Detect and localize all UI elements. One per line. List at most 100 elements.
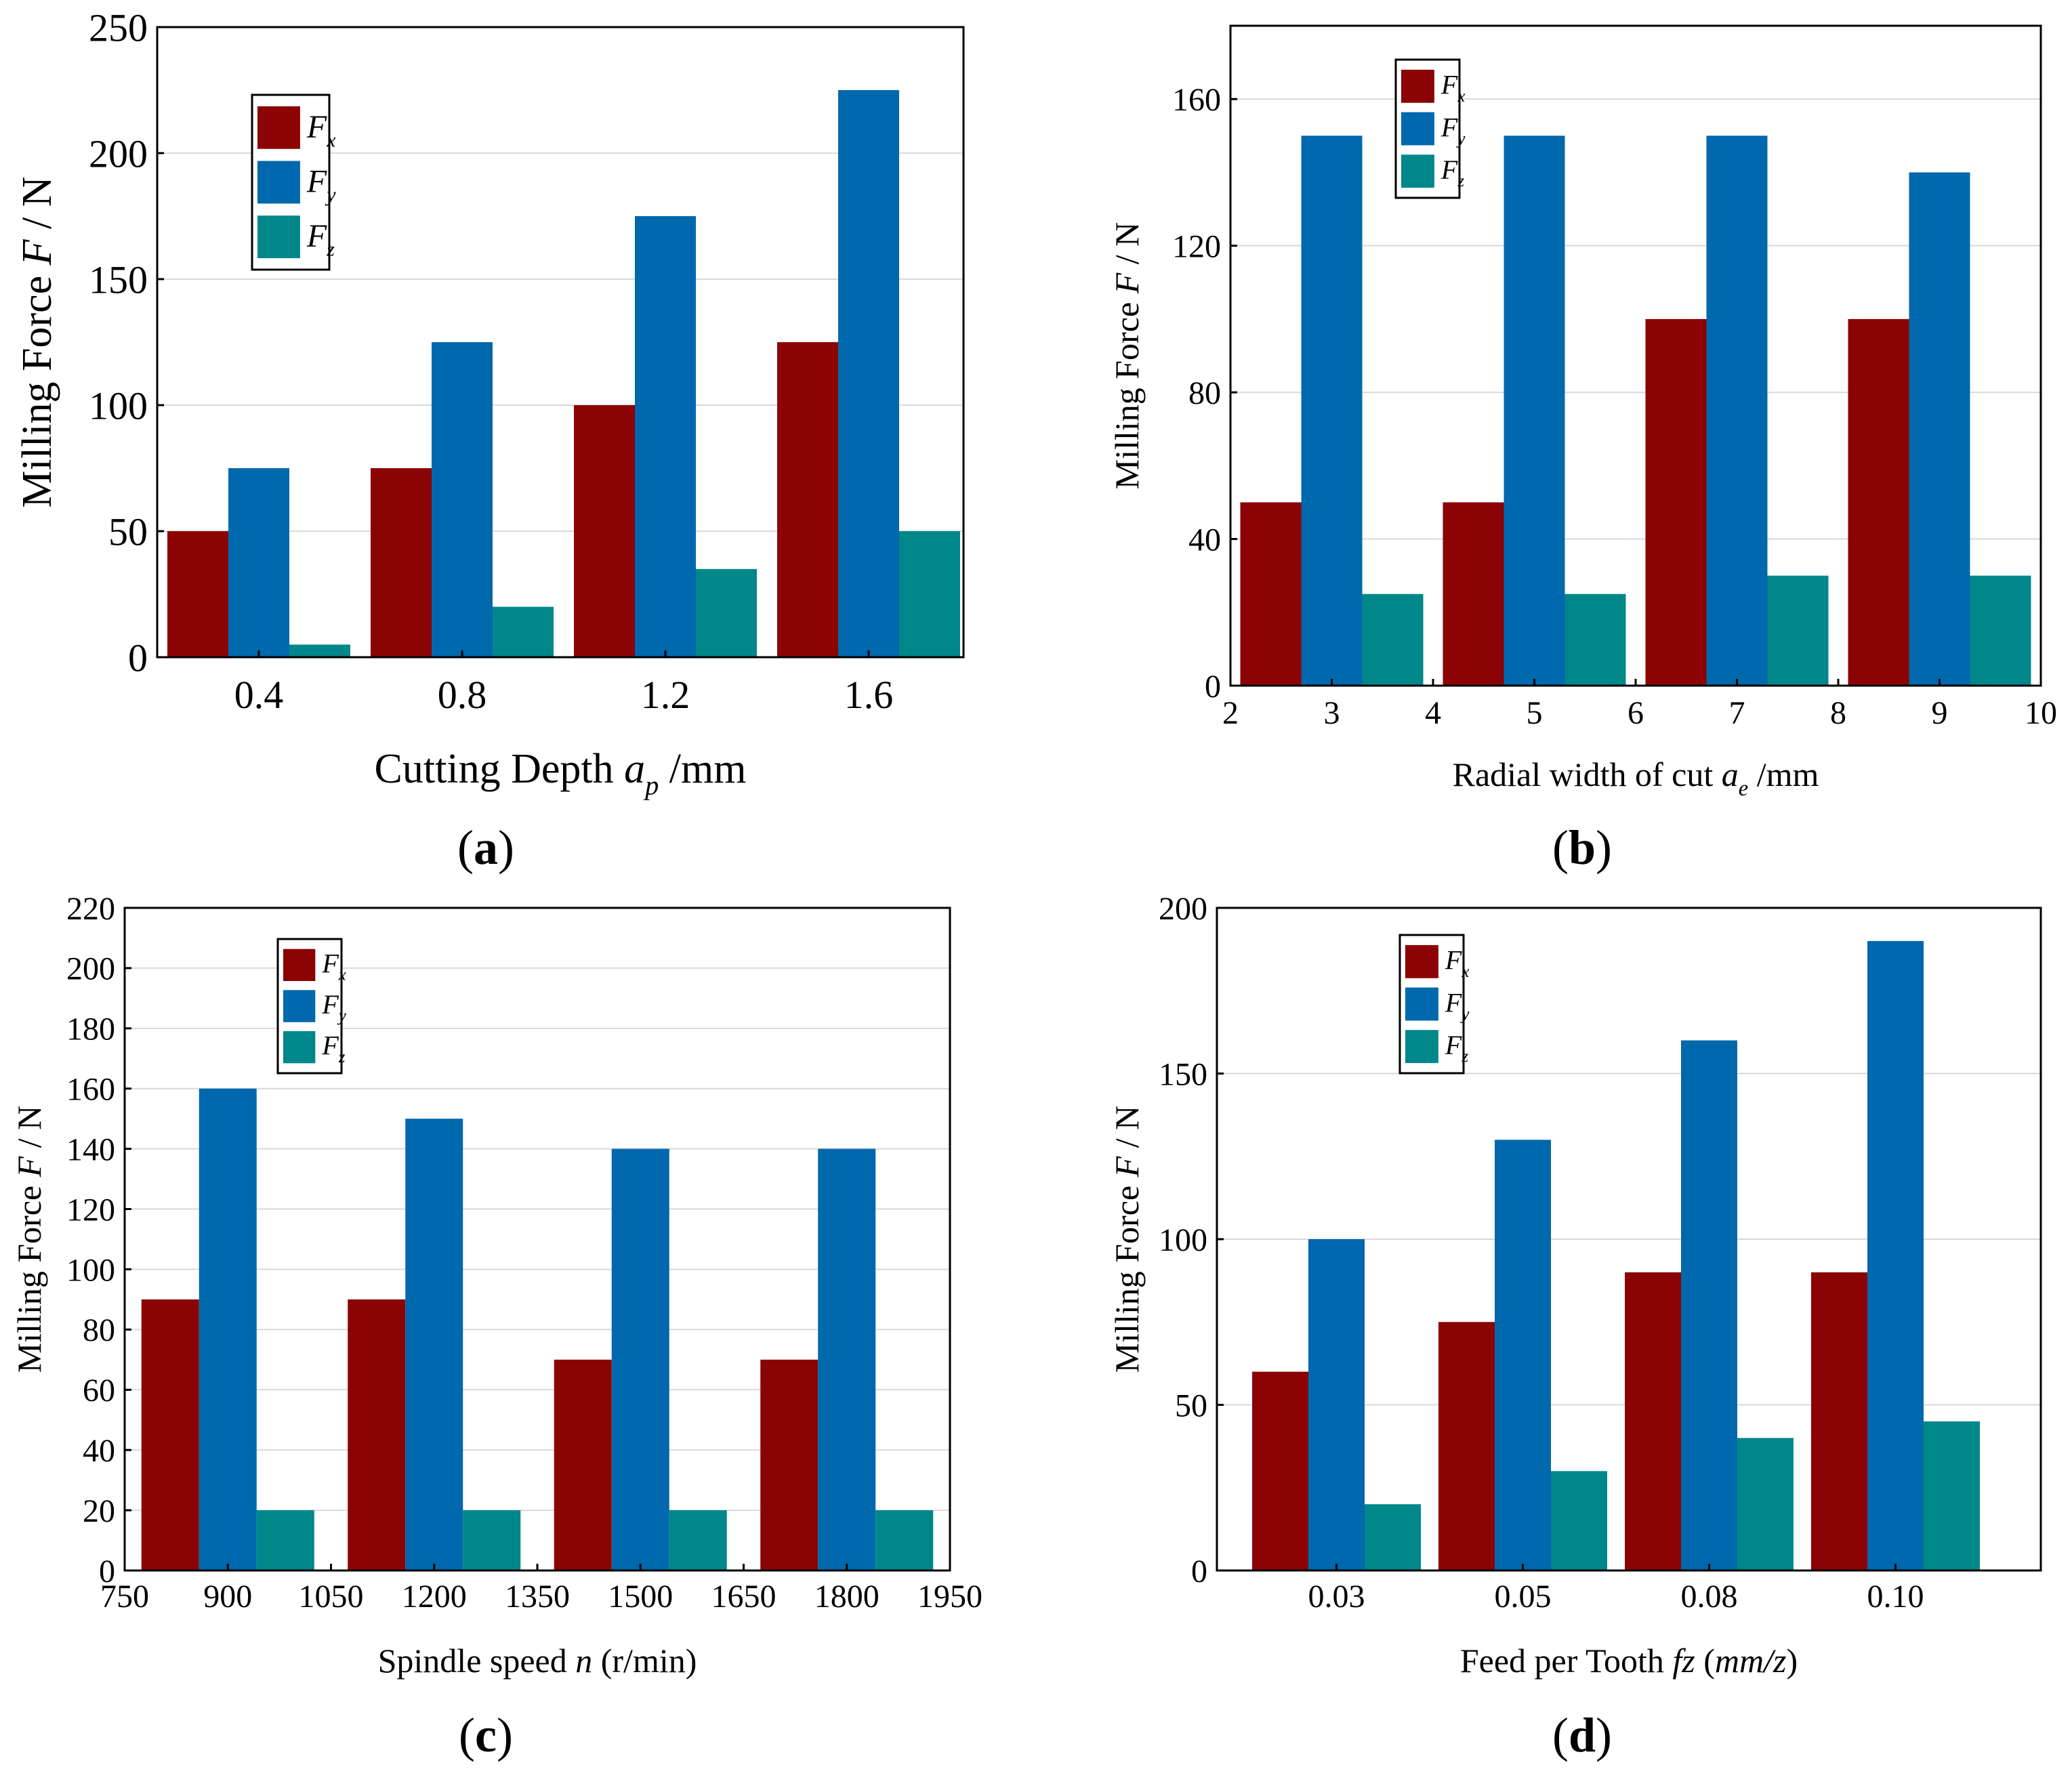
x-axis-label-text: Feed per Tooth <box>1460 1642 1673 1680</box>
x-axis-label-text: ( <box>1695 1642 1715 1680</box>
y-tick-label: 140 <box>66 1131 115 1167</box>
legend-label-symbol: F <box>1441 154 1458 185</box>
x-tick-label: 2 <box>1222 695 1239 731</box>
bar-fx-1 <box>348 1299 406 1570</box>
legend-label-fx: Fx <box>321 948 346 984</box>
x-axis-label-unit: /mm <box>659 746 746 792</box>
x-tick-label: 0.10 <box>1867 1579 1924 1615</box>
x-axis-label: Spindle speed n (r/min) <box>378 1642 697 1680</box>
legend: Fx Fy Fz <box>1398 934 1470 1075</box>
legend-swatch-fx <box>1405 944 1438 978</box>
panel-label-paren: ) <box>1596 1708 1612 1762</box>
x-axis-label: Radial width of cut ae /mm <box>1453 755 1819 801</box>
legend-swatch-fz <box>283 1031 316 1064</box>
x-tick-label: 1200 <box>402 1579 467 1615</box>
bar-fz-1 <box>463 1510 521 1570</box>
legend-label-fx: Fx <box>1445 945 1469 981</box>
bar-fy-2 <box>611 1148 669 1570</box>
y-tick-label: 100 <box>89 383 148 428</box>
x-tick-label: 1800 <box>814 1579 879 1615</box>
legend-label-subscript: x <box>1461 963 1469 981</box>
x-tick-label: 0.8 <box>438 673 487 717</box>
bar-fy-0 <box>199 1088 257 1570</box>
legend-label-fy: Fy <box>1441 112 1466 148</box>
bar-fx-0 <box>141 1299 199 1570</box>
y-axis-label-text: Milling Force <box>10 1177 48 1373</box>
plot-frame <box>156 26 965 659</box>
bar-fy-1 <box>405 1119 463 1570</box>
x-axis-label-text: Spindle speed <box>378 1642 576 1680</box>
legend-label-subscript: y <box>1455 129 1466 148</box>
x-axis-label-text: Radial width of cut <box>1453 755 1722 793</box>
panel-label-paren: ) <box>497 1708 513 1762</box>
legend-label-subscript: z <box>1461 1047 1468 1066</box>
x-tick-label: 4 <box>1425 695 1441 731</box>
x-tick-label: 1050 <box>299 1579 364 1615</box>
x-tick-label: 1.2 <box>641 673 690 717</box>
panel-label-paren: ( <box>1552 1708 1569 1762</box>
y-tick-label: 50 <box>108 509 148 554</box>
chart-panel-d: 0 50 100 150 200 0.03 0.05 0.08 0.10 Feed per Too… <box>1108 891 2042 1762</box>
panel-label-letter: a <box>474 820 498 875</box>
x-tick-label: 1650 <box>711 1579 776 1615</box>
bar-fz-0 <box>256 1510 314 1570</box>
y-tick-label: 200 <box>1159 891 1207 927</box>
legend-label-fx: Fx <box>306 109 336 151</box>
x-axis-label-unit: mm/z <box>1715 1642 1787 1680</box>
panel-label-letter: d <box>1569 1708 1596 1762</box>
x-tick-label: 1500 <box>608 1579 673 1615</box>
y-tick-label: 120 <box>66 1192 115 1228</box>
bar-fz-1 <box>1565 594 1626 686</box>
legend-label-subscript: y <box>325 184 336 206</box>
legend-label-symbol: F <box>306 218 327 254</box>
y-tick-label: 0 <box>128 636 148 680</box>
bar-fz-2 <box>669 1510 727 1570</box>
bar-fz-3 <box>875 1510 934 1570</box>
legend-swatch-fz <box>1401 154 1434 188</box>
x-tick-label: 1.6 <box>844 673 894 717</box>
x-tick-label: 8 <box>1830 695 1846 731</box>
bar-fx-0 <box>1252 1371 1308 1570</box>
bar-fx-0 <box>1240 502 1302 686</box>
panel-label: (a) <box>457 820 514 875</box>
y-tick-label: 220 <box>66 891 115 927</box>
y-tick-label: 200 <box>89 131 148 175</box>
legend-label-symbol: F <box>1441 112 1458 142</box>
legend-label-fy: Fy <box>1445 987 1470 1023</box>
legend-label-fz: Fz <box>1441 154 1464 190</box>
bar-fx-3 <box>1811 1272 1867 1570</box>
panel-label: (c) <box>459 1708 513 1762</box>
bar-fy-2 <box>1706 136 1768 686</box>
x-tick-label: 9 <box>1932 695 1948 731</box>
x-tick-label: 0.03 <box>1308 1579 1365 1615</box>
bar-fx-1 <box>1438 1322 1495 1570</box>
legend-swatch-fy <box>257 161 300 204</box>
y-tick-label: 160 <box>66 1072 115 1108</box>
legend-label-subscript: y <box>337 1007 347 1025</box>
y-tick-label: 180 <box>66 1012 115 1047</box>
legend-label-symbol: F <box>1441 70 1458 100</box>
y-axis-label-unit: / N <box>1108 222 1146 273</box>
legend-label-symbol: F <box>1445 945 1462 976</box>
bar-fz-0 <box>289 644 350 657</box>
x-axis-label-subscript: e <box>1739 776 1748 801</box>
legend-swatch-fy <box>283 990 316 1022</box>
legend-swatch-fx <box>257 106 300 149</box>
legend-label-fz: Fz <box>321 1031 345 1066</box>
bar-fx-1 <box>1443 502 1504 686</box>
y-tick-label: 0 <box>99 1554 115 1589</box>
legend-swatch-fz <box>257 215 300 259</box>
bar-fz-3 <box>1970 575 2031 686</box>
x-axis-label-variable: a <box>624 746 645 792</box>
x-tick-label: 750 <box>100 1579 149 1615</box>
x-axis-label-text: Cutting Depth <box>375 746 625 792</box>
y-tick-label: 100 <box>66 1252 115 1288</box>
legend-label-subscript: y <box>1459 1005 1470 1023</box>
bar-fz-2 <box>696 568 757 657</box>
bar-fy-1 <box>432 342 493 657</box>
legend-label-symbol: F <box>306 109 327 145</box>
legend-label-subscript: x <box>326 129 335 151</box>
